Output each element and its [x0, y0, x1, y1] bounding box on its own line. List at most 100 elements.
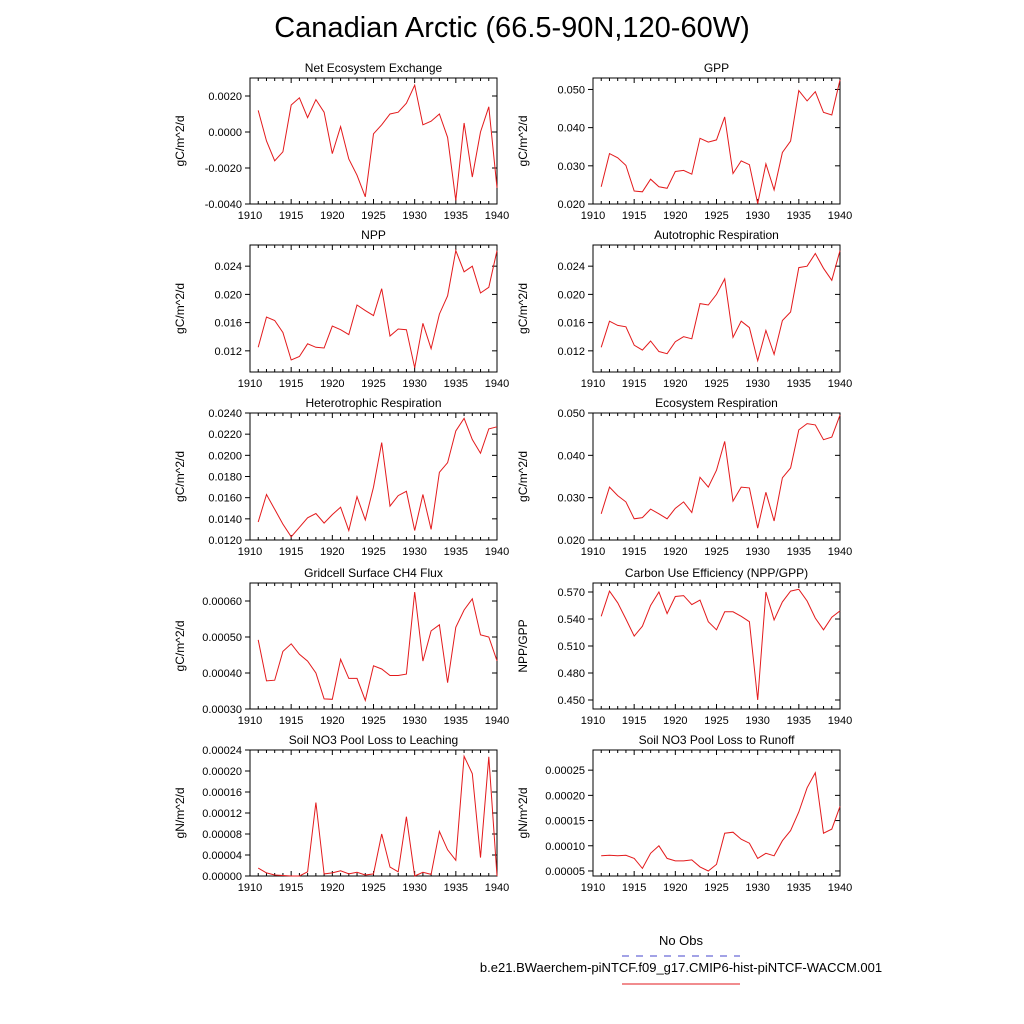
y-tick-label: 0.030 [557, 493, 585, 505]
chart-panel: Soil NO3 Pool Loss to Runoff gN/m^2/d 1910… [516, 733, 852, 894]
y-axis-label: gC/m^2/d [173, 621, 187, 672]
x-tick-label: 1925 [704, 378, 728, 390]
panel-title: Net Ecosystem Exchange [305, 61, 443, 75]
x-tick-label: 1935 [444, 882, 468, 894]
x-tick-label: 1910 [581, 378, 605, 390]
y-tick-label: 0.540 [557, 614, 585, 626]
x-tick-label: 1940 [828, 715, 852, 727]
x-tick-label: 1930 [745, 715, 769, 727]
x-tick-label: 1925 [704, 210, 728, 222]
y-tick-label: 0.0200 [208, 450, 242, 462]
y-axis-label: gN/m^2/d [516, 788, 530, 839]
chart-panel: Net Ecosystem Exchange gC/m^2/d 1910 1915 19… [173, 61, 509, 222]
y-axis-label: gC/m^2/d [516, 283, 530, 334]
x-tick-label: 1915 [279, 378, 303, 390]
y-axis-label: gN/m^2/d [173, 788, 187, 839]
x-tick-label: 1940 [485, 715, 509, 727]
y-tick-label: 0.0140 [208, 514, 242, 526]
plot-frame [592, 412, 841, 541]
y-tick-label: 0.020 [557, 535, 585, 547]
series-line [600, 79, 841, 204]
x-tick-label: 1925 [704, 715, 728, 727]
x-tick-label: 1930 [745, 882, 769, 894]
y-tick-label: 0.012 [214, 346, 242, 358]
x-tick-label: 1910 [581, 715, 605, 727]
x-tick-label: 1915 [279, 546, 303, 558]
y-tick-label: 0.00025 [545, 765, 585, 777]
y-tick-label: 0.024 [557, 261, 585, 273]
panel-title: Soil NO3 Pool Loss to Leaching [289, 733, 458, 747]
legend-label-no-obs: No Obs [659, 933, 704, 948]
x-tick-label: 1915 [622, 546, 646, 558]
y-tick-label: 0.480 [557, 668, 585, 680]
x-tick-label: 1940 [828, 210, 852, 222]
chart-panel: Carbon Use Efficiency (NPP/GPP) NPP/GPP 19… [516, 566, 852, 727]
y-tick-label: 0.0120 [208, 535, 242, 547]
chart-panel: NPP gC/m^2/d 1910 1915 1920 1925 1930 1935 1940 0… [173, 228, 509, 390]
panel-title: NPP [361, 228, 386, 242]
y-tick-label: 0.016 [557, 318, 585, 330]
y-tick-label: 0.00015 [545, 816, 585, 828]
panel-title: Carbon Use Efficiency (NPP/GPP) [625, 566, 808, 580]
plot-frame [249, 244, 498, 373]
x-tick-label: 1935 [787, 546, 811, 558]
x-tick-label: 1910 [238, 882, 262, 894]
x-tick-label: 1935 [787, 882, 811, 894]
x-tick-label: 1920 [663, 546, 687, 558]
x-tick-label: 1925 [361, 546, 385, 558]
x-tick-label: 1930 [745, 546, 769, 558]
x-tick-label: 1920 [663, 378, 687, 390]
y-tick-label: 0.020 [557, 199, 585, 211]
legend: No Obs b.e21.BWaerchem-piNTCF.f09_g17.CMI… [480, 933, 882, 985]
x-tick-label: 1930 [402, 546, 426, 558]
x-tick-label: 1940 [485, 210, 509, 222]
y-tick-label: 0.020 [214, 289, 242, 301]
y-tick-label: 0.00012 [202, 808, 242, 820]
x-tick-label: 1935 [444, 546, 468, 558]
x-tick-label: 1915 [622, 210, 646, 222]
x-tick-label: 1935 [444, 210, 468, 222]
y-tick-label: 0.00016 [202, 787, 242, 799]
x-tick-label: 1910 [581, 546, 605, 558]
y-tick-label: 0.040 [557, 450, 585, 462]
series-line [257, 417, 498, 538]
x-tick-label: 1915 [279, 210, 303, 222]
y-axis-label: gC/m^2/d [173, 283, 187, 334]
x-tick-label: 1910 [238, 715, 262, 727]
y-tick-label: 0.00004 [202, 850, 242, 862]
chart-panel: Soil NO3 Pool Loss to Leaching gN/m^2/d 19… [173, 733, 509, 894]
x-tick-label: 1930 [745, 378, 769, 390]
x-tick-label: 1930 [402, 210, 426, 222]
plot-frame [592, 77, 841, 205]
x-tick-label: 1910 [581, 210, 605, 222]
series-line [601, 771, 841, 872]
plot-frame [592, 582, 841, 710]
y-tick-label: 0.024 [214, 261, 242, 273]
page-title: Canadian Arctic (66.5-90N,120-60W) [274, 12, 750, 44]
y-tick-label: 0.00020 [202, 766, 242, 778]
x-tick-label: 1925 [704, 882, 728, 894]
series-line [257, 83, 498, 201]
x-tick-label: 1920 [320, 546, 344, 558]
y-tick-label: -0.0020 [205, 163, 242, 175]
y-tick-label: 0.00050 [202, 632, 242, 644]
legend-label-case: b.e21.BWaerchem-piNTCF.f09_g17.CMIP6-his… [480, 960, 882, 975]
panel-title: Gridcell Surface CH4 Flux [304, 566, 443, 580]
x-tick-label: 1940 [485, 378, 509, 390]
y-tick-label: 0.00024 [202, 745, 242, 757]
x-tick-label: 1920 [320, 715, 344, 727]
series-line [257, 591, 498, 703]
x-tick-label: 1930 [402, 882, 426, 894]
y-tick-label: 0.0000 [208, 127, 242, 139]
y-tick-label: 0.012 [557, 346, 585, 358]
y-tick-label: 0.00010 [545, 841, 585, 853]
y-tick-label: 0.0180 [208, 472, 242, 484]
y-tick-label: 0.020 [557, 289, 585, 301]
x-tick-label: 1935 [787, 378, 811, 390]
y-tick-label: 0.00030 [202, 704, 242, 716]
x-tick-label: 1910 [238, 210, 262, 222]
x-tick-label: 1940 [828, 882, 852, 894]
x-tick-label: 1910 [581, 882, 605, 894]
x-tick-label: 1915 [279, 715, 303, 727]
x-tick-label: 1920 [663, 882, 687, 894]
